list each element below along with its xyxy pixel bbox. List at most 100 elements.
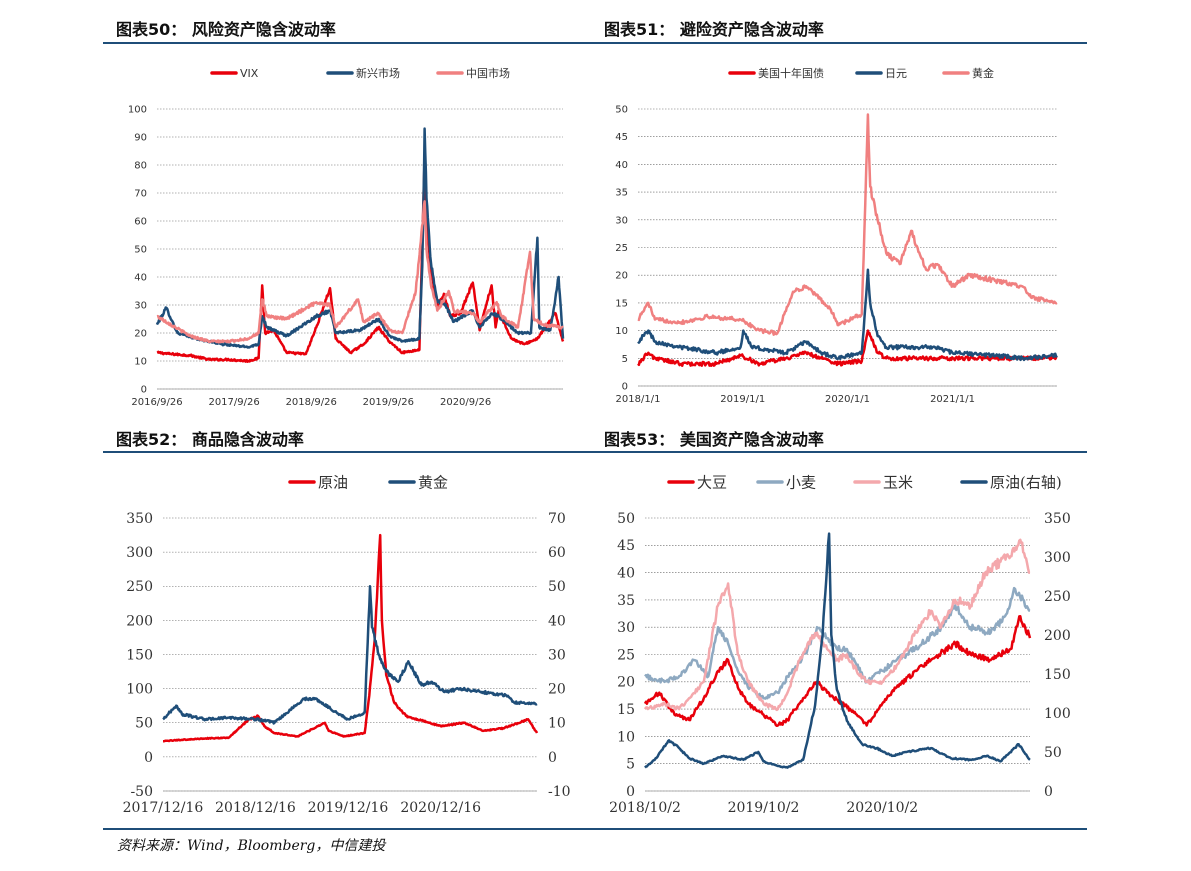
legend-label: 原油 bbox=[318, 474, 348, 492]
y-tick-label: 30 bbox=[617, 620, 635, 636]
series-line-0 bbox=[156, 155, 565, 363]
y-tick-label: 20 bbox=[134, 329, 147, 340]
x-tick-label: 2018/10/2 bbox=[609, 800, 681, 816]
legend-label: 大豆 bbox=[697, 474, 727, 492]
x-tick-label: 2020/1/1 bbox=[825, 394, 870, 405]
middle-divider bbox=[103, 451, 1087, 453]
y-tick-label: 350 bbox=[126, 511, 153, 527]
y2-tick-label: 20 bbox=[548, 682, 566, 698]
series-line-2 bbox=[637, 113, 1058, 336]
y2-tick-label: 100 bbox=[1044, 706, 1071, 722]
chart-50-title: 图表50： 风险资产隐含波动率 bbox=[116, 20, 336, 39]
y-tick-label: 0 bbox=[141, 385, 147, 396]
x-tick-label: 2019/10/2 bbox=[728, 800, 800, 816]
y-tick-label: 300 bbox=[126, 545, 153, 561]
legend-label: 新兴市场 bbox=[356, 66, 400, 80]
y-tick-label: 0 bbox=[622, 382, 628, 393]
legend-label: 黄金 bbox=[418, 474, 448, 492]
y-tick-label: 10 bbox=[615, 326, 628, 337]
y-tick-label: 50 bbox=[134, 245, 147, 256]
x-tick-label: 2019/9/26 bbox=[363, 397, 414, 408]
series-line-2 bbox=[156, 200, 564, 344]
y2-tick-label: 30 bbox=[548, 647, 566, 663]
x-tick-label: 2017/9/26 bbox=[208, 397, 259, 408]
y-tick-label: -50 bbox=[130, 784, 153, 800]
y-tick-label: 50 bbox=[615, 105, 628, 116]
series-line-0 bbox=[637, 329, 1058, 367]
y-tick-label: 50 bbox=[135, 716, 153, 732]
y-tick-label: 90 bbox=[134, 133, 147, 144]
legend-label: 黄金 bbox=[972, 66, 994, 80]
x-tick-label: 2018/1/1 bbox=[616, 394, 661, 405]
y-tick-label: 200 bbox=[126, 613, 153, 629]
x-tick-label: 2020/10/2 bbox=[846, 800, 918, 816]
y2-tick-label: 10 bbox=[548, 716, 566, 732]
y-tick-label: 20 bbox=[615, 271, 628, 282]
y-tick-label: 10 bbox=[617, 729, 635, 745]
x-tick-label: 2020/12/16 bbox=[400, 800, 481, 816]
y2-tick-label: 70 bbox=[548, 511, 566, 527]
y-tick-label: 35 bbox=[615, 188, 628, 199]
series-line-1 bbox=[637, 268, 1058, 362]
y2-tick-label: -10 bbox=[548, 784, 571, 800]
y2-tick-label: 200 bbox=[1044, 628, 1071, 644]
series-line-2 bbox=[643, 538, 1031, 712]
top-divider bbox=[103, 42, 1087, 44]
y-tick-label: 250 bbox=[126, 579, 153, 595]
x-tick-label: 2018/9/26 bbox=[286, 397, 337, 408]
y2-tick-label: 60 bbox=[548, 545, 566, 561]
y2-tick-label: 300 bbox=[1044, 550, 1071, 566]
chart-53-title: 图表53： 美国资产隐含波动率 bbox=[604, 430, 824, 449]
series-line-1 bbox=[644, 586, 1031, 700]
y2-tick-label: 50 bbox=[548, 579, 566, 595]
y-tick-label: 30 bbox=[615, 215, 628, 226]
x-tick-label: 2016/9/26 bbox=[131, 397, 182, 408]
legend-label: 小麦 bbox=[786, 474, 816, 492]
legend-label: 日元 bbox=[885, 67, 907, 80]
y-tick-label: 15 bbox=[615, 298, 628, 309]
legend-label: 美国十年国债 bbox=[758, 66, 824, 80]
y-tick-label: 150 bbox=[126, 647, 153, 663]
y-tick-label: 10 bbox=[134, 357, 147, 368]
y-tick-label: 30 bbox=[134, 301, 147, 312]
chart-51-title: 图表51： 避险资产隐含波动率 bbox=[604, 20, 824, 39]
series-line-0 bbox=[162, 533, 539, 743]
y2-tick-label: 150 bbox=[1044, 667, 1071, 683]
y2-tick-label: 50 bbox=[1044, 745, 1062, 761]
y-tick-label: 40 bbox=[615, 160, 628, 171]
y-tick-label: 5 bbox=[622, 354, 628, 365]
y2-tick-label: 40 bbox=[548, 613, 566, 629]
legend-label: 原油(右轴) bbox=[990, 474, 1062, 492]
y-tick-label: 35 bbox=[617, 593, 635, 609]
series-line-0 bbox=[643, 615, 1032, 728]
y-tick-label: 40 bbox=[617, 566, 635, 582]
y-tick-label: 5 bbox=[626, 757, 635, 773]
chart-52-title: 图表52： 商品隐含波动率 bbox=[116, 430, 304, 449]
y-tick-label: 50 bbox=[617, 511, 635, 527]
y2-tick-label: 350 bbox=[1044, 511, 1071, 527]
x-tick-label: 2021/1/1 bbox=[930, 394, 975, 405]
y-tick-label: 20 bbox=[617, 675, 635, 691]
y-tick-label: 60 bbox=[134, 217, 147, 228]
y-tick-label: 15 bbox=[617, 702, 635, 718]
x-tick-label: 2019/1/1 bbox=[720, 394, 765, 405]
y2-tick-label: 0 bbox=[548, 750, 557, 766]
legend-label: 玉米 bbox=[883, 474, 913, 492]
y-tick-label: 45 bbox=[617, 538, 635, 554]
y-tick-label: 0 bbox=[144, 750, 153, 766]
x-tick-label: 2017/12/16 bbox=[123, 800, 204, 816]
y-tick-label: 40 bbox=[134, 273, 147, 284]
x-tick-label: 2018/12/16 bbox=[215, 800, 296, 816]
y-tick-label: 45 bbox=[615, 132, 628, 143]
y-tick-label: 70 bbox=[134, 189, 147, 200]
series-line-1 bbox=[155, 127, 565, 349]
y2-tick-label: 0 bbox=[1044, 784, 1053, 800]
x-tick-label: 2019/12/16 bbox=[308, 800, 389, 816]
series-line-3 bbox=[644, 532, 1031, 769]
y-tick-label: 25 bbox=[615, 243, 628, 254]
x-tick-label: 2020/9/26 bbox=[440, 397, 491, 408]
